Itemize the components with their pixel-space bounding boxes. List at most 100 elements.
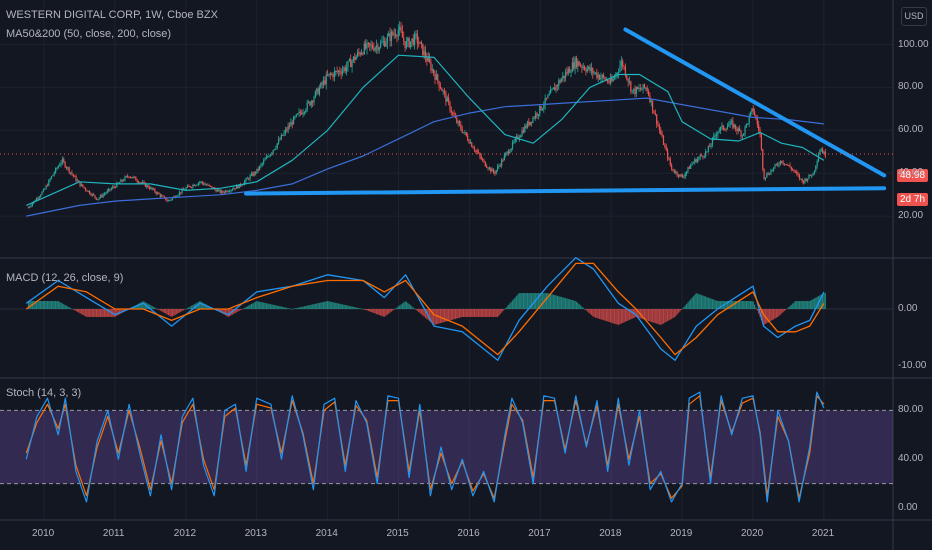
macd-histogram-bar <box>528 293 530 309</box>
stoch-tick-label: 40.00 <box>898 453 924 465</box>
macd-histogram-bar <box>514 297 516 309</box>
macd-histogram-bar <box>310 304 312 309</box>
macd-histogram-bar <box>703 296 705 309</box>
candle-body <box>72 174 74 176</box>
macd-histogram-bar <box>537 293 539 309</box>
candle-body <box>215 189 217 192</box>
macd-histogram-bar <box>615 309 617 325</box>
macd-histogram-bar <box>767 309 769 323</box>
candle-body <box>388 33 390 37</box>
support-trendline[interactable] <box>244 186 887 196</box>
macd-histogram-bar <box>479 309 481 317</box>
candle-body <box>579 65 582 67</box>
macd-histogram-bar <box>601 309 603 320</box>
macd-histogram-bar <box>268 303 270 309</box>
macd-histogram-bar <box>340 304 342 309</box>
macd-histogram-bar <box>645 309 647 321</box>
stoch-indicator-label[interactable]: Stoch (14, 3, 3) <box>6 387 82 399</box>
candle-body <box>310 101 312 106</box>
candle-body <box>263 160 265 164</box>
macd-histogram-bar <box>578 304 580 309</box>
macd-histogram-bar <box>65 305 68 309</box>
macd-histogram-bar <box>705 296 707 309</box>
macd-histogram-bar <box>354 307 356 309</box>
candle-body <box>254 171 257 174</box>
candle-body <box>284 129 287 133</box>
macd-histogram-bar <box>403 302 405 309</box>
candle-body <box>593 72 595 74</box>
macd-histogram-bar <box>158 309 160 310</box>
candle-body <box>59 164 61 167</box>
macd-histogram-bar <box>774 309 776 319</box>
macd-histogram-bar <box>793 302 795 309</box>
macd-histogram-bar <box>283 307 285 309</box>
candle-body <box>399 27 401 30</box>
macd-histogram-bar <box>600 309 602 320</box>
x-tick-label: 2012 <box>173 528 197 539</box>
macd-histogram-bar <box>388 309 390 314</box>
candle-body <box>461 128 463 133</box>
macd-histogram-bar <box>715 300 718 309</box>
candle-body <box>442 90 444 92</box>
ma-indicator-label[interactable]: MA50&200 (50, close, 200, close) <box>6 28 172 40</box>
macd-histogram-bar <box>686 303 688 309</box>
candle-body <box>292 116 295 125</box>
macd-histogram-bar <box>137 303 140 309</box>
macd-histogram-bar <box>48 301 50 309</box>
macd-histogram-bar <box>653 309 655 323</box>
macd-histogram-bar <box>318 302 321 309</box>
macd-histogram-bar <box>454 309 457 319</box>
candle-body <box>443 90 446 93</box>
currency-button[interactable]: USD <box>901 7 927 26</box>
macd-histogram-bar <box>55 301 57 309</box>
candle-body <box>75 175 77 181</box>
candle-body <box>524 125 526 133</box>
macd-histogram-bar <box>166 309 168 315</box>
macd-histogram-bar <box>399 305 401 309</box>
macd-histogram-bar <box>201 302 204 309</box>
macd-histogram-bar <box>184 309 186 310</box>
candle-body <box>506 151 508 154</box>
macd-histogram-bar <box>495 309 497 317</box>
candle-body <box>491 169 493 172</box>
candle-body <box>412 38 414 45</box>
candle-body <box>513 141 515 143</box>
macd-histogram-bar <box>93 309 95 317</box>
candle-body <box>441 88 443 91</box>
macd-histogram-bar <box>696 293 699 309</box>
macd-histogram-bar <box>102 309 104 317</box>
candle-body <box>69 172 72 174</box>
macd-histogram-bar <box>108 309 110 317</box>
candle-body <box>222 191 224 193</box>
candle-body <box>189 186 191 188</box>
candle-body <box>450 110 452 113</box>
candle-body <box>696 158 699 163</box>
candle-body <box>567 68 569 74</box>
candle-body <box>771 170 773 172</box>
macd-histogram-bar <box>152 306 155 309</box>
candle-body <box>313 97 315 103</box>
candle-body <box>260 164 262 167</box>
macd-histogram-bar <box>90 309 92 317</box>
candle-body <box>147 185 149 188</box>
candle-body <box>156 192 159 194</box>
macd-histogram-bar <box>760 309 763 320</box>
macd-indicator-label[interactable]: MACD (12, 26, close, 9) <box>6 272 124 284</box>
candle-body <box>611 78 613 82</box>
resistance-trendline[interactable] <box>623 27 887 178</box>
candle-body <box>671 164 673 169</box>
candle-body <box>760 133 763 150</box>
macd-histogram-bar <box>69 307 72 309</box>
candle-body <box>400 27 402 32</box>
macd-histogram-bar <box>567 298 569 309</box>
candle-body <box>229 191 231 193</box>
candle-body <box>275 147 277 150</box>
macd-histogram-bar <box>286 307 288 309</box>
macd-histogram-bar <box>291 308 293 310</box>
candle-body <box>637 86 639 89</box>
macd-histogram-bar <box>400 304 402 309</box>
macd-histogram-bar <box>456 309 458 319</box>
candle-body <box>627 78 629 82</box>
macd-histogram-bar <box>448 309 450 321</box>
